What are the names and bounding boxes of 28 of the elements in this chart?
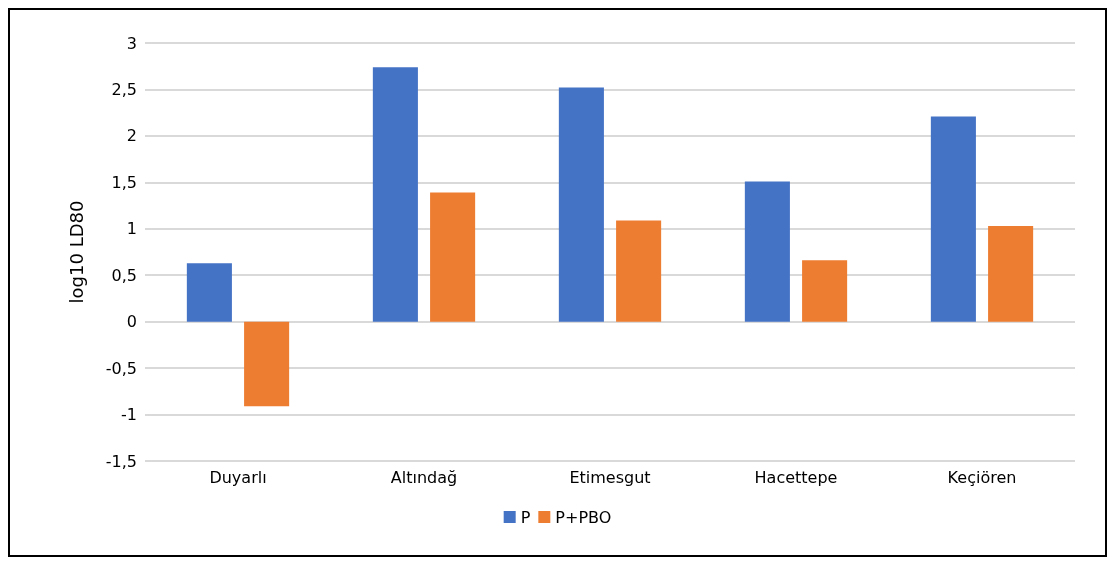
x-tick-label: Keçiören — [947, 467, 1017, 487]
y-tick-label: -1 — [121, 405, 137, 425]
bar — [930, 116, 976, 322]
y-tick-label: 2 — [126, 126, 137, 146]
bar — [244, 321, 290, 407]
x-tick-label: Altındağ — [390, 467, 458, 487]
bar — [616, 220, 662, 322]
legend-label: P — [520, 507, 531, 527]
x-tick-label: Etimesgut — [569, 467, 651, 487]
bar — [988, 225, 1034, 322]
bar — [558, 87, 604, 322]
bar — [372, 67, 418, 322]
y-axis-title: log10 LD80 — [65, 200, 87, 304]
y-tick-label: 1,5 — [111, 172, 137, 192]
bar — [802, 260, 848, 322]
y-tick-label: -0,5 — [105, 358, 137, 378]
legend-label: P+PBO — [555, 507, 612, 527]
y-tick-label: 0 — [126, 312, 137, 332]
y-tick-label: -1,5 — [105, 451, 137, 471]
x-tick-label: Duyarlı — [209, 467, 267, 487]
y-tick-label: 3 — [126, 33, 137, 53]
bar — [744, 181, 790, 322]
bar — [430, 192, 476, 322]
y-tick-label: 1 — [126, 219, 137, 239]
y-tick-label: 0,5 — [111, 265, 137, 285]
y-tick-label: 2,5 — [111, 79, 137, 99]
x-tick-label: Hacettepe — [754, 467, 838, 487]
bar — [186, 263, 232, 322]
